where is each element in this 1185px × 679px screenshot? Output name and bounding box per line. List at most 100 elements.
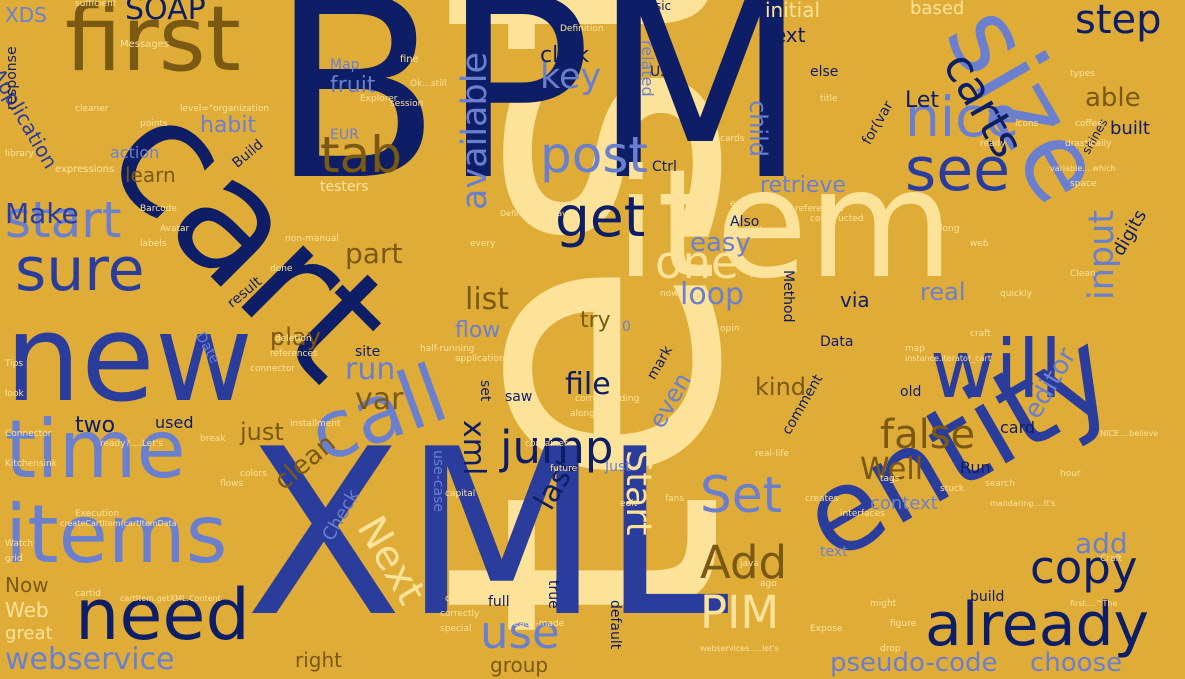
word-method: Method <box>780 270 796 323</box>
word-variable-which: variable....which <box>1050 164 1116 173</box>
word-kind: kind <box>755 373 807 401</box>
word-use: use <box>480 606 560 659</box>
word-grid: grid <box>5 554 23 564</box>
word-fruit: fruit <box>330 73 376 98</box>
word-data: Data <box>820 334 854 350</box>
word-hour: hour <box>1060 469 1081 479</box>
word-retrieve: retrieve <box>760 173 846 198</box>
word-used: used <box>155 413 194 432</box>
word-opin: opin <box>720 324 740 334</box>
word-card: card <box>1000 418 1036 437</box>
word-see: see <box>905 135 1011 205</box>
word-get: get <box>555 185 646 249</box>
word-child: child <box>744 100 772 157</box>
word-well: Well <box>860 452 924 487</box>
word-references: references <box>270 349 318 359</box>
word-types: types <box>1070 69 1095 79</box>
word-nice-believe: NICE....believe <box>1100 429 1159 438</box>
word-two: two <box>75 413 116 438</box>
word-definition-have: Definition'....Have <box>500 209 572 218</box>
word-explorer: Explorer <box>360 94 398 104</box>
word-drop: drop <box>880 644 901 654</box>
word-add: Add <box>700 536 788 589</box>
word-use: Use <box>650 64 677 80</box>
word-level-organization: level="organization <box>180 104 270 114</box>
word-web: Web <box>5 598 49 622</box>
word-else: else <box>810 64 839 80</box>
word-items: items <box>5 488 228 581</box>
word-text: text <box>820 544 848 560</box>
word-set: Set <box>700 466 783 524</box>
word-mandaring-it-s: mandaring....It's <box>990 499 1056 508</box>
word-xds: XDS <box>5 3 47 27</box>
word-cartid: cartid <box>75 589 101 599</box>
word-flow: flow <box>455 318 501 343</box>
word-tips: Tips <box>5 359 24 369</box>
word-guy: guy <box>745 224 762 234</box>
word-xml: xml <box>456 420 491 476</box>
word-daily: daily <box>445 594 467 604</box>
word-eur: EUR <box>330 127 359 143</box>
word-kitchensink: Kitchensink <box>5 459 57 469</box>
word-session: session <box>390 99 424 109</box>
word-learn: learn <box>125 163 176 187</box>
word-file: file <box>565 367 611 402</box>
word-old: old <box>900 384 922 400</box>
word-every: every <box>470 239 496 249</box>
word-barcode: Barcode <box>140 204 177 214</box>
word-0: 0 <box>622 319 631 335</box>
word-coffee: coffee <box>1075 119 1103 129</box>
word-pim: PIM <box>700 586 780 639</box>
word-use-case: use-case <box>430 450 446 513</box>
word-run: run <box>345 352 396 387</box>
word-now: now <box>660 289 679 299</box>
word-full: full <box>488 594 510 610</box>
word-library: library <box>5 149 34 159</box>
word-click: click <box>540 43 590 68</box>
word-connector: Connector <box>5 429 52 439</box>
word-also: Also <box>730 214 760 230</box>
word-non-manual: non-manual <box>285 234 339 244</box>
word-execution: Execution <box>75 509 120 519</box>
word-input: input <box>1082 209 1122 300</box>
word-ready-made: ready-made <box>510 619 565 629</box>
word-createcartitem-cartitemdata: createCartItem(cartItemData <box>60 519 177 528</box>
word-copy: copy <box>1030 541 1138 594</box>
word-colors: colors <box>240 469 267 479</box>
word-watch: Watch <box>5 539 34 549</box>
word-cleaner: cleaner <box>75 104 109 114</box>
word-map: Map <box>330 57 360 73</box>
word-container: container <box>525 439 568 449</box>
word-jump: jump <box>500 421 614 474</box>
word-soap: SOAP <box>125 0 206 27</box>
word-just: just <box>240 418 284 446</box>
word-real: real <box>920 278 966 306</box>
word-craft: Craft <box>1100 554 1123 564</box>
word-post: post <box>540 126 648 184</box>
word-need: need <box>75 574 250 656</box>
word-already: already <box>925 590 1150 660</box>
word-try: try <box>580 308 611 333</box>
word-points: points <box>140 119 168 129</box>
word-correctly: correctly <box>440 609 480 619</box>
word-capital: capital <box>445 489 476 499</box>
word-might: might <box>870 599 897 609</box>
word-map: map <box>905 344 925 354</box>
word-nice: nice <box>905 85 1020 149</box>
word-connector: connector <box>250 364 296 374</box>
word-constructed: constructed <box>810 214 864 224</box>
word-xml: XML <box>245 401 730 668</box>
word-definition: Definition <box>560 24 604 34</box>
word-one: one <box>655 236 739 289</box>
word-group: group <box>490 653 549 677</box>
word-fine: fine <box>400 54 419 65</box>
word-corresponding: corresponding <box>575 394 640 404</box>
word-ok-still: Ok...still <box>410 79 447 89</box>
word-pseudo-code: pseudo-code <box>830 648 998 678</box>
word-avatar: Avatar <box>160 224 190 234</box>
word-sufficient: sufficient <box>75 0 117 9</box>
word-add: add <box>1075 527 1128 560</box>
word-cartitem-getxml-content: cartItem.getXML.Content <box>120 594 221 603</box>
word-testers: testers <box>320 179 369 195</box>
word-space: space <box>1070 179 1097 189</box>
